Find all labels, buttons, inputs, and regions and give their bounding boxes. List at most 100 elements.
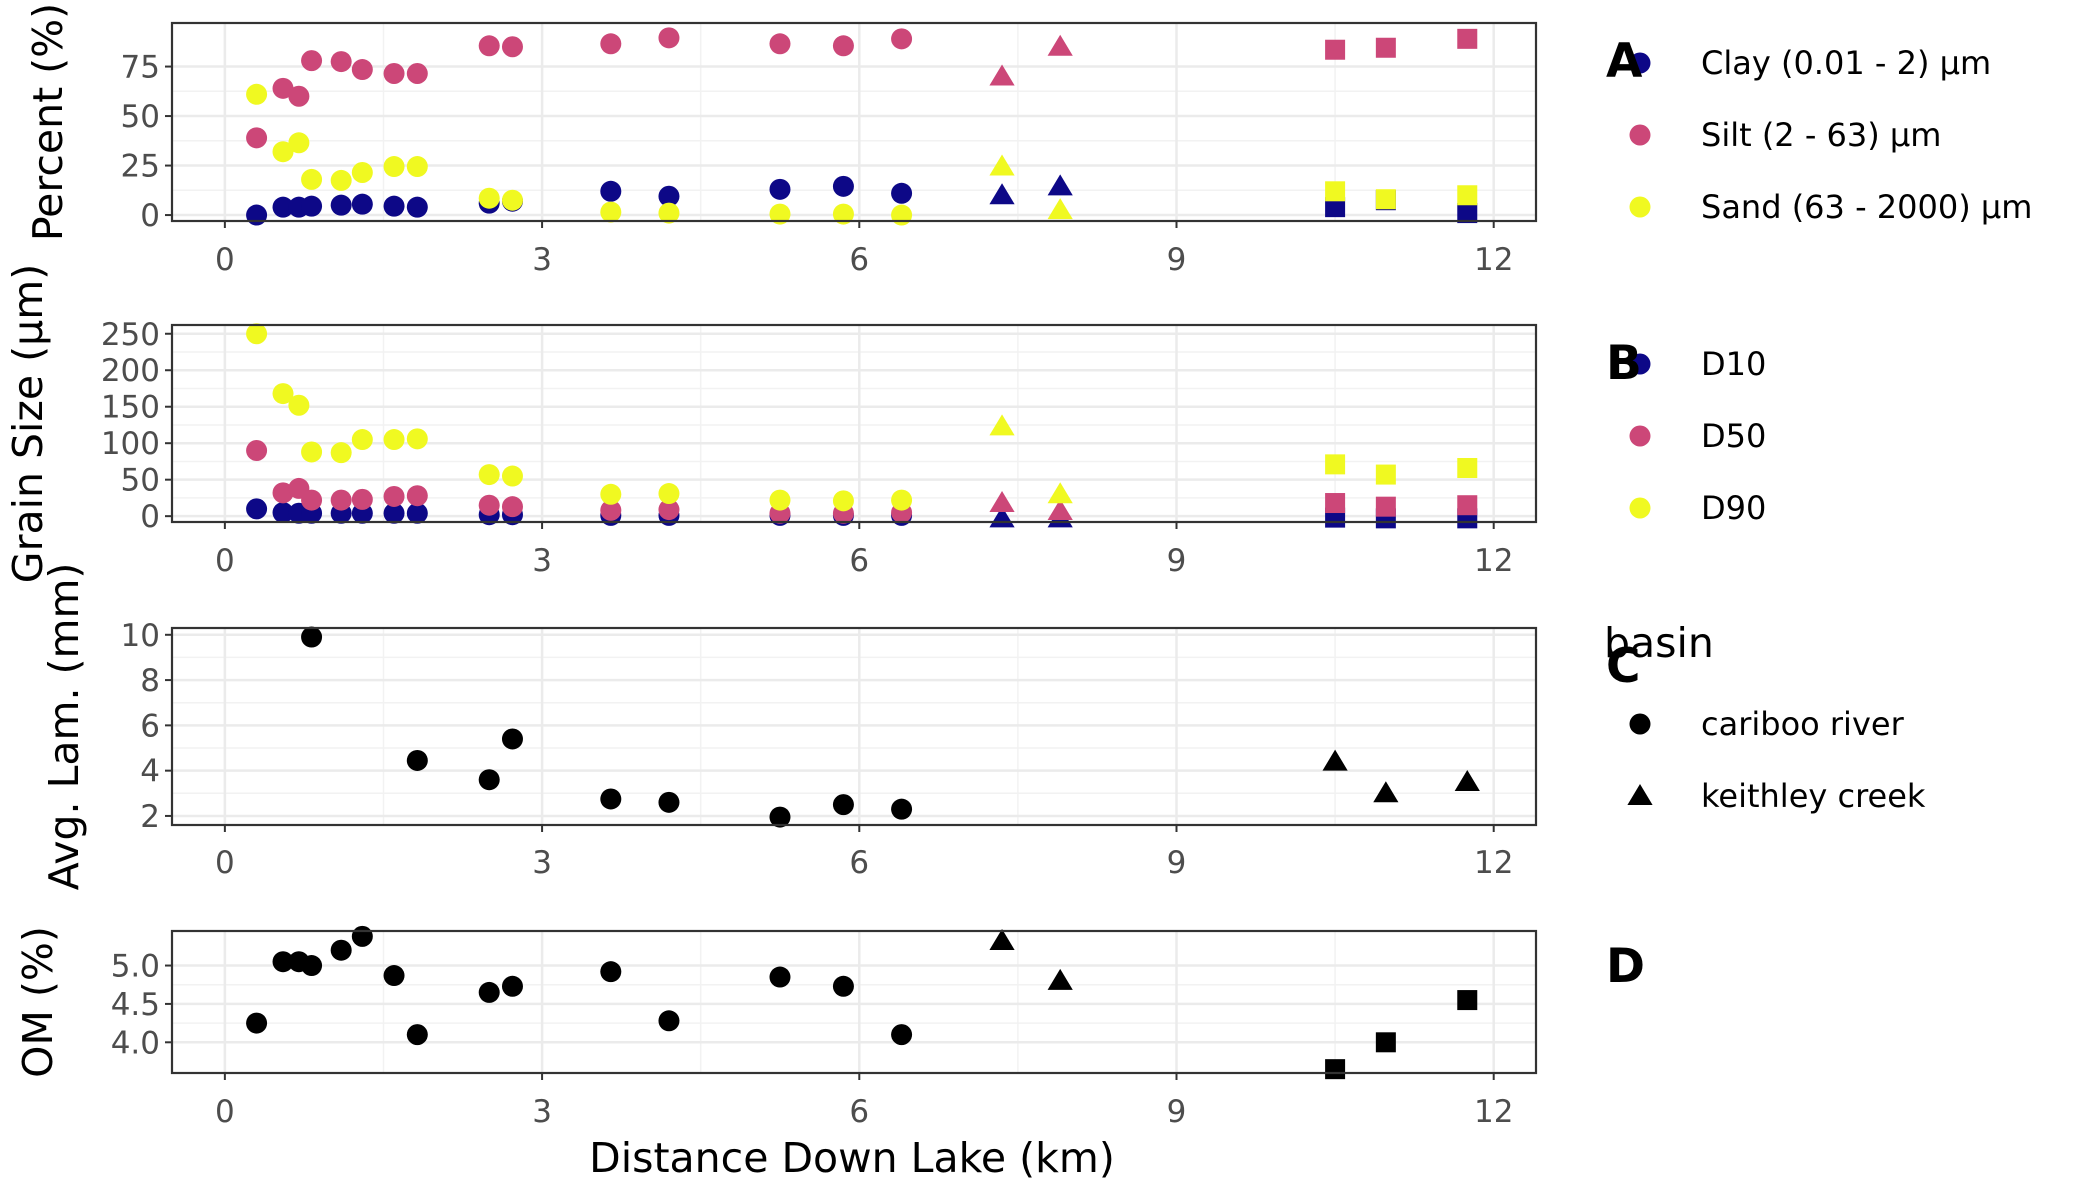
data-point [600,499,622,521]
data-point [301,955,323,977]
x-tick-label: 12 [1474,845,1513,881]
data-point [891,204,913,226]
panel-background [172,23,1536,221]
data-point [600,788,622,810]
x-tick-label: 12 [1474,543,1513,579]
legend-title: basin [1604,619,1714,667]
data-point [272,141,294,163]
data-point [891,1024,913,1046]
data-point [272,482,294,504]
y-tick-label: 50 [121,463,160,499]
data-point [658,202,680,224]
data-point [1457,185,1478,206]
data-point [1047,968,1073,990]
data-point [272,196,294,218]
data-point [383,195,405,217]
legend-label: D90 [1701,489,1766,527]
y-tick-label: 50 [121,99,160,135]
data-point [1454,769,1480,791]
data-point [1375,189,1396,210]
data-point [891,489,913,511]
x-tick-label: 9 [1167,1094,1187,1130]
data-point [1325,1059,1346,1080]
data-point [406,502,428,524]
data-point [406,1024,428,1046]
panel-border [170,21,1538,223]
data-point [246,498,268,520]
data-point [1457,458,1478,479]
y-axis-title: Avg. Lam. (mm) [40,563,88,891]
data-point [272,77,294,99]
data-point [769,178,791,200]
y-tick-label: 4.5 [111,987,160,1023]
data-point [989,928,1015,950]
y-tick-label: 2 [140,799,160,835]
legend-basin: basin cariboo river keithley creek [1604,619,1926,815]
data-point [301,168,323,190]
data-point [288,394,310,416]
data-point [288,132,310,154]
x-tick-label: 6 [849,242,869,278]
data-point [383,62,405,84]
data-point [600,33,622,55]
data-point [478,464,500,486]
data-point [1375,37,1396,58]
legend-label: Clay (0.01 - 2) μm [1701,44,1991,82]
data-point [406,749,428,771]
y-axis-title: OM (%) [14,926,62,1078]
x-tick-label: 0 [215,845,235,881]
legend-label: Silt (2 - 63) μm [1701,116,1941,154]
data-point [600,180,622,202]
data-point [658,1010,680,1032]
data-point [832,35,854,57]
data-point [351,429,373,451]
data-point [351,161,373,183]
x-tick-label: 9 [1167,543,1187,579]
data-point [383,965,405,987]
y-tick-label: 75 [121,50,160,86]
legend-label: cariboo river [1701,705,1905,743]
panel-a: 0 3 6 9 12 0 25 50 75 Percent (%) [24,3,1538,278]
data-point [600,483,622,505]
data-point [351,488,373,510]
data-point [501,36,523,58]
data-point [1325,39,1346,60]
legend-a: Clay (0.01 - 2) μm Silt (2 - 63) μm Sand (… [1606,34,2032,226]
data-point [832,175,854,197]
data-point [501,496,523,518]
data-point [246,323,268,345]
data-point [383,485,405,507]
data-point [330,939,352,961]
legend-key [1629,425,1651,447]
data-point [1457,990,1478,1011]
data-point [351,925,373,947]
x-axis-title: Distance Down Lake (km) [589,1134,1115,1182]
legend-key [1629,124,1651,146]
data-point [351,59,373,81]
data-point [501,728,523,750]
data-point [1457,28,1478,49]
data-point [272,383,294,405]
legend-key [1629,52,1651,74]
x-tick-label: 9 [1167,845,1187,881]
legend-d: D [1606,939,1645,994]
data-point [769,806,791,828]
legend-key [1629,196,1651,218]
data-point [246,127,268,149]
panel-label: C [1606,639,1641,694]
x-tick-label: 6 [849,845,869,881]
data-point [769,489,791,511]
data-point [1325,493,1346,514]
data-point [600,201,622,223]
panel-border [170,323,1538,524]
y-axis-title: Grain Size (μm) [4,264,52,583]
y-tick-label: 200 [101,353,160,389]
x-tick-label: 0 [215,543,235,579]
data-point [478,494,500,516]
legend-label: D10 [1701,345,1766,383]
y-tick-label: 25 [121,149,160,185]
data-point [769,33,791,55]
y-tick-label: 0 [140,198,160,234]
